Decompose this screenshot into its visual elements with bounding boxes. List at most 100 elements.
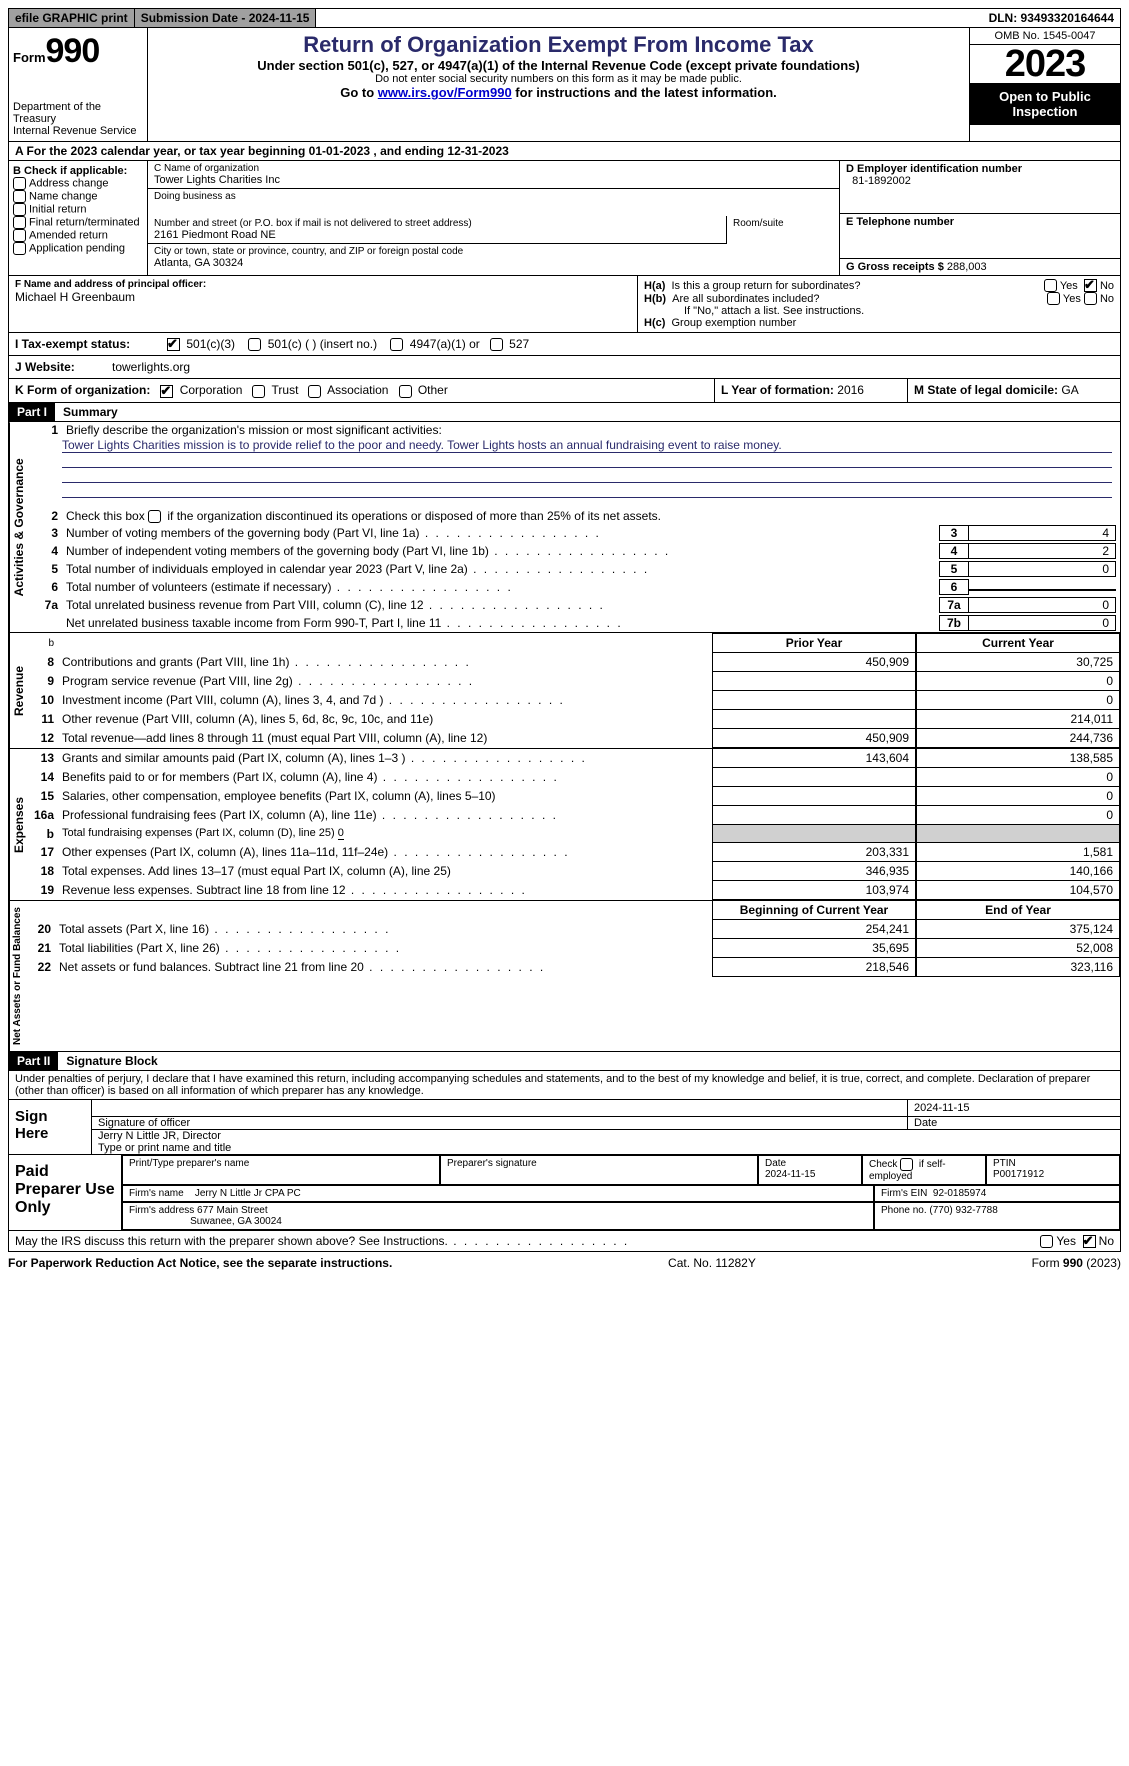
- state-domicile: GA: [1061, 383, 1078, 397]
- cb-self-employed[interactable]: [900, 1158, 913, 1171]
- entity-info-grid: B Check if applicable: Address change Na…: [8, 161, 1121, 276]
- subtitle-3: Go to www.irs.gov/Form990 for instructio…: [156, 85, 961, 100]
- ha-yes[interactable]: [1044, 279, 1057, 292]
- val-line7a: 0: [969, 597, 1116, 613]
- checkbox-final-return[interactable]: [13, 216, 26, 229]
- efile-button[interactable]: efile GRAPHIC print: [9, 9, 135, 27]
- cb-527[interactable]: [490, 338, 503, 351]
- begin-20: 254,241: [712, 920, 916, 939]
- curr-11: 214,011: [916, 710, 1120, 729]
- curr-14: 0: [916, 768, 1120, 787]
- subtitle-1: Under section 501(c), 527, or 4947(a)(1)…: [156, 58, 961, 73]
- principal-officer: Michael H Greenbaum: [15, 290, 135, 304]
- section-governance: Activities & Governance 1Briefly describ…: [8, 422, 1121, 633]
- curr-16b: [916, 825, 1120, 843]
- cb-assoc[interactable]: [308, 385, 321, 398]
- val-line6: [969, 589, 1116, 591]
- cb-trust[interactable]: [252, 385, 265, 398]
- fundraising-total: 0: [338, 827, 344, 840]
- discuss-yes[interactable]: [1040, 1235, 1053, 1248]
- tax-exempt-row: I Tax-exempt status: 501(c)(3) 501(c) ( …: [8, 333, 1121, 356]
- mission-text: Tower Lights Charities mission is to pro…: [62, 438, 1112, 453]
- checkbox-name-change[interactable]: [13, 190, 26, 203]
- section-net-assets: Net Assets or Fund Balances Beginning of…: [8, 901, 1121, 1052]
- cb-501c[interactable]: [248, 338, 261, 351]
- curr-13: 138,585: [916, 749, 1120, 768]
- firm-ein: 92-0185974: [933, 1188, 986, 1199]
- hb-no[interactable]: [1084, 292, 1097, 305]
- form-number: Form990: [13, 32, 143, 71]
- irs-link[interactable]: www.irs.gov/Form990: [378, 85, 512, 100]
- ha-no[interactable]: [1084, 279, 1097, 292]
- curr-17: 1,581: [916, 843, 1120, 862]
- val-line3: 4: [969, 525, 1116, 541]
- checkbox-address-change[interactable]: [13, 177, 26, 190]
- dln-label: DLN: 93493320164644: [983, 9, 1120, 27]
- form-title: Return of Organization Exempt From Incom…: [156, 32, 961, 58]
- tab-net-assets: Net Assets or Fund Balances: [9, 901, 25, 1051]
- checkbox-app-pending[interactable]: [13, 242, 26, 255]
- firm-address: 677 Main Street: [197, 1205, 268, 1216]
- val-line7b: 0: [969, 615, 1116, 631]
- curr-15: 0: [916, 787, 1120, 806]
- prior-17: 203,331: [712, 843, 916, 862]
- box-c: C Name of organizationTower Lights Chari…: [148, 161, 839, 275]
- hb-note: If "No," attach a list. See instructions…: [644, 305, 1114, 317]
- prior-19: 103,974: [712, 881, 916, 900]
- curr-12: 244,736: [916, 729, 1120, 748]
- part1-header: Part I Summary: [8, 403, 1121, 422]
- sign-date: 2024-11-15: [907, 1100, 1120, 1117]
- ein: 81-1892002: [852, 175, 911, 187]
- curr-10: 0: [916, 691, 1120, 710]
- prior-16a: [712, 806, 916, 825]
- page-footer: For Paperwork Reduction Act Notice, see …: [8, 1252, 1121, 1270]
- officer-name: Jerry N Little JR, Director: [92, 1129, 1120, 1142]
- sign-here-label: Sign Here: [9, 1100, 92, 1154]
- checkbox-amended[interactable]: [13, 229, 26, 242]
- box-d-e-g: D Employer identification number 81-1892…: [839, 161, 1120, 275]
- curr-18: 140,166: [916, 862, 1120, 881]
- website-row: J Website: towerlights.org: [8, 356, 1121, 379]
- tab-expenses: Expenses: [9, 749, 28, 900]
- prep-date: 2024-11-15: [765, 1169, 815, 1180]
- irs-label: Internal Revenue Service: [13, 125, 143, 137]
- end-22: 323,116: [916, 958, 1120, 977]
- year-formation: 2016: [837, 383, 864, 397]
- discuss-row: May the IRS discuss this return with the…: [8, 1231, 1121, 1252]
- end-21: 52,008: [916, 939, 1120, 958]
- cb-corp[interactable]: [160, 385, 173, 398]
- cb-discontinued[interactable]: [148, 510, 161, 523]
- city-state-zip: Atlanta, GA 30324: [154, 257, 243, 269]
- tax-year: 2023: [970, 45, 1120, 83]
- discuss-no[interactable]: [1083, 1235, 1096, 1248]
- cb-other[interactable]: [399, 385, 412, 398]
- prior-12: 450,909: [712, 729, 916, 748]
- form-header: Form990 Department of the Treasury Inter…: [8, 28, 1121, 142]
- curr-9: 0: [916, 672, 1120, 691]
- prior-16b: [712, 825, 916, 843]
- paid-preparer-label: Paid Preparer Use Only: [9, 1155, 122, 1230]
- paid-preparer-block: Paid Preparer Use Only Print/Type prepar…: [8, 1155, 1121, 1231]
- perjury-statement: Under penalties of perjury, I declare th…: [8, 1071, 1121, 1100]
- prior-13: 143,604: [712, 749, 916, 768]
- box-b: B Check if applicable: Address change Na…: [9, 161, 148, 275]
- section-expenses: Expenses 13Grants and similar amounts pa…: [8, 749, 1121, 901]
- prior-15: [712, 787, 916, 806]
- website: towerlights.org: [106, 356, 1120, 378]
- tax-year-row: A For the 2023 calendar year, or tax yea…: [8, 142, 1121, 161]
- cb-501c3[interactable]: [167, 338, 180, 351]
- checkbox-initial-return[interactable]: [13, 203, 26, 216]
- tab-revenue: Revenue: [9, 633, 28, 748]
- val-line4: 2: [969, 543, 1116, 559]
- org-name: Tower Lights Charities Inc: [154, 174, 280, 186]
- prior-8: 450,909: [712, 653, 916, 672]
- prior-18: 346,935: [712, 862, 916, 881]
- submission-date-button[interactable]: Submission Date - 2024-11-15: [135, 9, 317, 27]
- subtitle-2: Do not enter social security numbers on …: [156, 73, 961, 85]
- cb-4947[interactable]: [390, 338, 403, 351]
- val-line5: 0: [969, 561, 1116, 577]
- prior-10: [712, 691, 916, 710]
- prior-11: [712, 710, 916, 729]
- tab-governance: Activities & Governance: [9, 422, 28, 632]
- hb-yes[interactable]: [1047, 292, 1060, 305]
